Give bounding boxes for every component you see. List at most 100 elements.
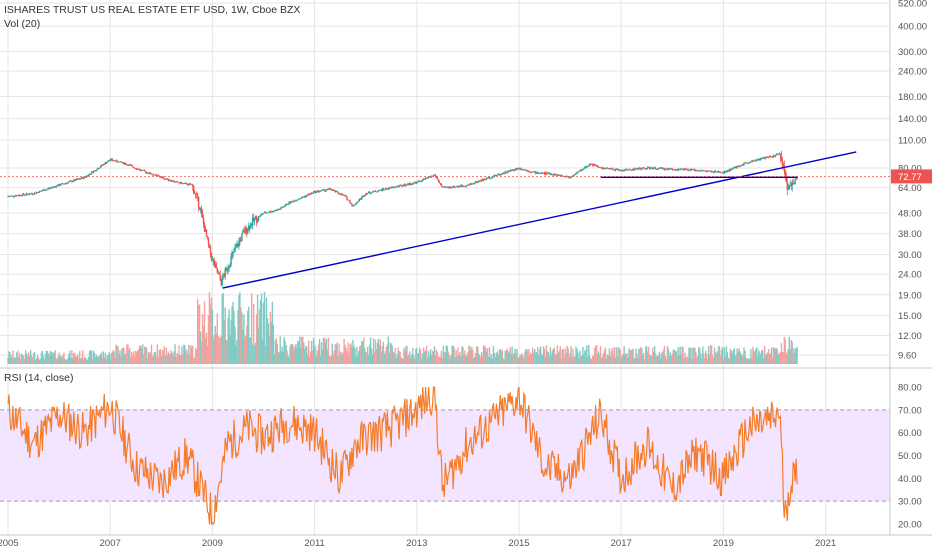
- volume-bar: [638, 349, 640, 364]
- volume-bar: [183, 344, 185, 364]
- candle-body: [380, 189, 383, 191]
- volume-bar: [562, 349, 564, 364]
- volume-bar: [58, 352, 60, 364]
- candle-body: [372, 190, 375, 192]
- candle-body: [730, 168, 732, 171]
- volume-bar: [24, 358, 26, 364]
- candle-body: [521, 169, 523, 171]
- volume-bar: [202, 325, 205, 364]
- candle-body: [188, 183, 190, 186]
- volume-bar: [676, 356, 678, 364]
- candle-body: [392, 186, 394, 188]
- candle-body: [594, 165, 597, 166]
- candle-body: [547, 172, 550, 174]
- candle-body: [425, 177, 428, 179]
- volume-bar: [692, 347, 694, 364]
- candle-body: [456, 186, 458, 188]
- volume-bar: [346, 350, 348, 364]
- candle-body: [402, 185, 404, 187]
- volume-bar: [62, 354, 64, 364]
- candle-body: [605, 168, 608, 170]
- trendlines[interactable]: [222, 151, 857, 289]
- candle-body: [61, 183, 63, 185]
- volume-bar: [42, 356, 45, 364]
- volume-bar: [529, 355, 531, 364]
- candle-body: [607, 168, 610, 169]
- candle-body: [206, 236, 209, 239]
- candle-body: [389, 187, 391, 189]
- candle-body: [576, 172, 578, 174]
- candle-body: [625, 169, 627, 170]
- candle-body: [80, 178, 82, 180]
- trendline[interactable]: [222, 151, 857, 289]
- volume-bar: [119, 350, 121, 364]
- candle-body: [130, 164, 132, 166]
- candle-body: [260, 214, 263, 216]
- volume-bar: [760, 354, 762, 364]
- candle-body: [257, 216, 260, 221]
- volume-bar: [379, 339, 382, 364]
- candle-body: [21, 195, 23, 197]
- volume-bar: [686, 356, 688, 364]
- candle-body: [120, 161, 122, 163]
- volume-bar: [629, 349, 631, 364]
- volume-bar: [526, 349, 528, 364]
- volume-bar: [118, 353, 120, 364]
- candle-body: [231, 254, 233, 257]
- candle-body: [194, 193, 196, 195]
- volume-bar: [138, 345, 141, 364]
- candle-body: [557, 174, 560, 176]
- volume-bar: [664, 356, 667, 364]
- volume-bar: [290, 344, 292, 364]
- candle-body: [540, 172, 543, 174]
- volume-bar: [351, 346, 353, 364]
- volume-bar: [759, 352, 761, 364]
- volume-bar: [127, 344, 129, 364]
- volume-bar: [772, 347, 775, 364]
- candle-body: [526, 170, 528, 172]
- candle-body: [517, 168, 519, 170]
- volume-bar: [137, 350, 139, 364]
- volume-bar: [206, 345, 209, 364]
- volume-bar: [518, 358, 520, 364]
- volume-bar: [476, 346, 478, 364]
- rsi-tick-label: 30.00: [898, 497, 922, 508]
- candle-body: [436, 177, 439, 180]
- candle-body: [113, 160, 115, 162]
- volume-bar: [237, 310, 239, 364]
- volume-bar: [215, 332, 218, 364]
- candle-body: [474, 182, 476, 184]
- candle-body: [33, 192, 36, 195]
- candle-body: [51, 187, 53, 189]
- volume-bar: [121, 348, 123, 364]
- candle-body: [403, 184, 405, 187]
- volume-bar: [87, 356, 90, 364]
- volume-bar: [244, 337, 246, 364]
- candle-body: [762, 157, 764, 159]
- candle-body: [368, 191, 371, 194]
- volume-bar: [312, 337, 315, 364]
- candle-body: [428, 176, 431, 178]
- volume-bar: [112, 349, 114, 364]
- candle-body: [566, 176, 568, 178]
- candle-body: [363, 195, 365, 197]
- volume-bar: [665, 358, 668, 364]
- candle-body: [665, 168, 668, 170]
- candle-body: [538, 173, 541, 175]
- candle-body: [405, 184, 407, 186]
- candle-body: [539, 173, 542, 174]
- candle-body: [773, 155, 776, 157]
- candle-body: [502, 172, 504, 175]
- volume-bar: [429, 349, 432, 364]
- volume-bar: [147, 351, 150, 364]
- volume-bar: [644, 358, 646, 364]
- volume-bar: [366, 346, 369, 364]
- candle-body: [11, 195, 13, 197]
- volume-bar: [195, 349, 198, 364]
- volume-bar: [475, 352, 477, 364]
- candle-body: [335, 191, 337, 192]
- volume-bar: [239, 292, 241, 364]
- candle-body: [45, 189, 48, 191]
- candle-body: [189, 183, 191, 185]
